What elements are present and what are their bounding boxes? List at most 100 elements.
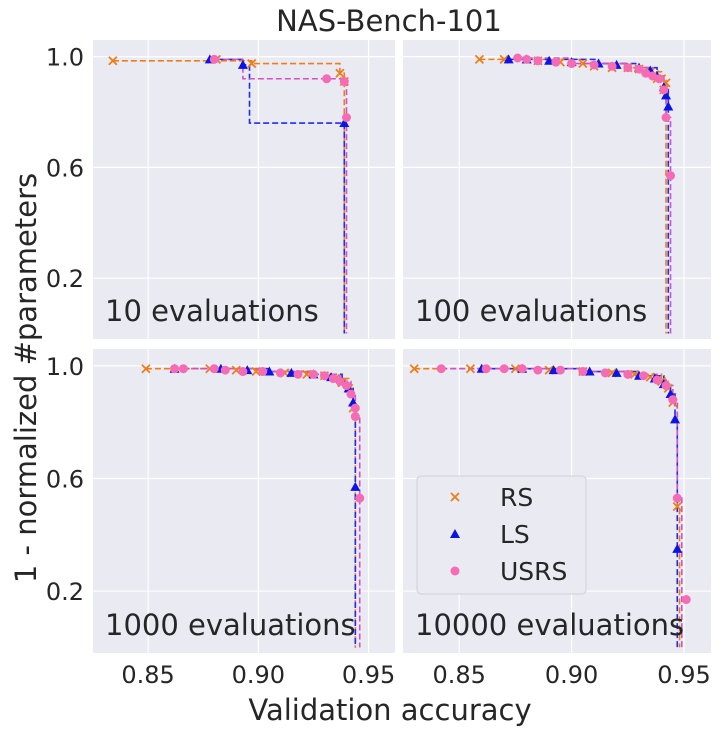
ls-point-10 xyxy=(672,543,683,553)
usrs-point-8 xyxy=(308,369,318,379)
legend-label: USRS xyxy=(500,557,567,586)
usrs-point-0 xyxy=(513,53,523,63)
y-axis-label: 1 - normalized #parameters xyxy=(9,173,43,583)
circle-icon xyxy=(450,566,460,576)
usrs-point-4 xyxy=(238,367,248,377)
usrs-point-16 xyxy=(355,493,365,503)
usrs-point-3 xyxy=(551,57,561,67)
ls-point-0 xyxy=(503,54,514,64)
panel-background xyxy=(93,349,395,653)
usrs-point-12 xyxy=(659,85,669,95)
usrs-point-3 xyxy=(517,364,527,374)
x-tick-label: 0.95 xyxy=(342,661,395,689)
usrs-point-legend xyxy=(450,566,460,576)
ls-point-10 xyxy=(661,90,672,100)
usrs-point-2 xyxy=(209,364,219,374)
rs-pareto-front xyxy=(414,367,681,648)
usrs-point-4 xyxy=(567,59,577,69)
usrs-point-9 xyxy=(319,371,329,381)
rs-point-2 xyxy=(247,58,257,69)
usrs-point-0 xyxy=(170,364,180,374)
usrs-series xyxy=(170,364,365,503)
usrs-point-7 xyxy=(293,369,303,379)
x-axis-label: Validation accuracy xyxy=(248,693,531,727)
panel-3: 1000 evaluations xyxy=(93,349,395,653)
x-tick-label: 0.90 xyxy=(545,661,598,689)
usrs-point-10 xyxy=(652,375,662,385)
ls-point-9 xyxy=(670,414,681,424)
usrs-point-1 xyxy=(322,74,332,84)
ls-point-1 xyxy=(237,59,248,69)
legend-item-usrs: USRS xyxy=(450,557,567,586)
usrs-point-11 xyxy=(661,381,671,391)
usrs-point-13 xyxy=(346,389,356,399)
panel-2: 100 evaluations xyxy=(403,40,711,339)
usrs-point-5 xyxy=(589,60,599,70)
panel-1: 10 evaluations xyxy=(93,40,395,339)
usrs-series xyxy=(513,53,676,181)
rs-point-3 xyxy=(251,366,261,377)
usrs-point-1 xyxy=(522,54,532,64)
usrs-point-5 xyxy=(555,365,565,375)
usrs-point-12 xyxy=(668,395,678,405)
figure-title: NAS-Bench-101 xyxy=(276,4,502,38)
legend-box xyxy=(416,475,587,595)
usrs-point-9 xyxy=(639,371,649,381)
rs-pareto-front xyxy=(112,59,346,334)
usrs-point-1 xyxy=(481,364,491,374)
ls-point-2 xyxy=(548,365,559,375)
panel-label: 100 evaluations xyxy=(415,294,647,328)
ls-point-4 xyxy=(611,367,622,377)
panel-label: 1000 evaluations xyxy=(105,608,356,642)
usrs-point-15 xyxy=(350,412,360,422)
usrs-point-6 xyxy=(607,61,617,71)
x-tick-label: 0.85 xyxy=(121,661,174,689)
ls-point-2 xyxy=(339,118,350,128)
usrs-point-14 xyxy=(666,171,676,181)
usrs-point-13 xyxy=(661,113,671,123)
legend-item-ls: LS xyxy=(450,520,530,549)
usrs-point-7 xyxy=(600,368,610,378)
ls-series xyxy=(503,54,674,111)
usrs-series xyxy=(209,54,352,123)
usrs-point-8 xyxy=(623,369,633,379)
usrs-point-10 xyxy=(648,71,658,81)
triangle-icon xyxy=(450,529,460,538)
legend-item-rs: RS xyxy=(450,483,533,512)
ls-point-3 xyxy=(584,366,595,376)
usrs-point-6 xyxy=(275,368,285,378)
y-tick-label: 1.0 xyxy=(46,44,84,72)
usrs-point-4 xyxy=(533,365,543,375)
rs-point-0 xyxy=(474,54,485,65)
y-tick-label: 0.6 xyxy=(46,154,84,182)
usrs-point-3 xyxy=(220,365,230,375)
usrs-series xyxy=(436,364,691,605)
y-tick-label: 0.2 xyxy=(46,578,84,606)
usrs-point-2 xyxy=(533,56,543,66)
rs-point-3 xyxy=(335,68,345,78)
usrs-point-8 xyxy=(634,64,644,74)
rs-point-0 xyxy=(108,56,118,66)
usrs-point-13 xyxy=(672,493,682,503)
panel-label: 10 evaluations xyxy=(105,294,319,328)
rs-point-legend xyxy=(450,492,460,502)
legend: RS LS USRS xyxy=(416,475,587,595)
rs-point-4 xyxy=(578,58,588,69)
legend-label: LS xyxy=(500,520,530,549)
panel-label: 10000 evaluations xyxy=(415,608,684,642)
usrs-point-9 xyxy=(641,68,651,78)
rs-point-11 xyxy=(672,501,682,512)
usrs-point-7 xyxy=(623,63,633,73)
ls-point-legend xyxy=(450,529,460,538)
x-tick-label: 0.95 xyxy=(657,661,710,689)
legend-label: RS xyxy=(500,483,533,512)
usrs-point-11 xyxy=(335,376,345,386)
usrs-point-2 xyxy=(339,77,349,87)
usrs-point-6 xyxy=(578,367,588,377)
x-tick-label: 0.90 xyxy=(232,661,285,689)
ls-point-11 xyxy=(663,101,674,111)
y-tick-label: 0.6 xyxy=(46,465,84,493)
y-tick-label: 1.0 xyxy=(46,353,84,381)
usrs-point-2 xyxy=(499,364,509,374)
